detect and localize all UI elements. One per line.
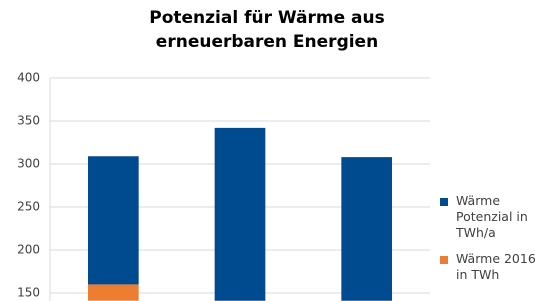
- y-tick-label: 200: [17, 243, 40, 257]
- legend-label: Wärme Potenzial in TWh/a: [456, 193, 528, 240]
- legend-swatch: [440, 256, 448, 264]
- legend-label: Wärme 2016 in TWh: [456, 251, 535, 282]
- legend-swatch: [440, 198, 448, 206]
- y-tick-label: 350: [17, 114, 40, 128]
- bar: [88, 156, 139, 285]
- y-tick-label: 250: [17, 200, 40, 214]
- bar: [88, 284, 139, 301]
- chart-title: Potenzial für Wärme aus erneuerbaren Ene…: [149, 8, 385, 52]
- bar: [341, 157, 392, 301]
- y-tick-label: 300: [17, 157, 40, 171]
- y-tick-label: 400: [17, 71, 40, 85]
- bar: [214, 127, 266, 301]
- y-tick-label: 150: [17, 286, 40, 300]
